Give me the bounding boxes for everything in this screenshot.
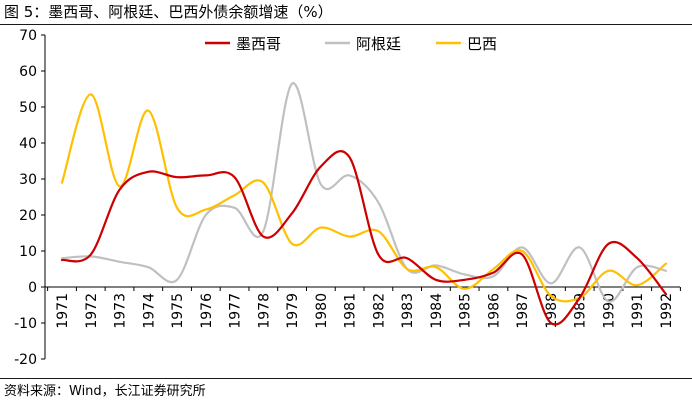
y-tick-label: -10 (14, 316, 37, 332)
legend-label-1: 阿根廷 (356, 35, 401, 53)
y-tick-label: 50 (19, 100, 37, 116)
y-tick-label: -20 (14, 352, 37, 368)
x-tick-label: 1985 (458, 293, 474, 329)
x-tick-label: 1980 (314, 293, 330, 329)
x-tick-label: 1975 (170, 293, 186, 329)
chart-axes: -20 -10 0 10 20 30 40 50 60 70 1971 1972 1973 1974 197… (14, 28, 681, 368)
y-tick-label: 40 (19, 136, 37, 152)
x-tick-label: 1979 (285, 293, 301, 329)
x-tick-label: 1974 (141, 293, 157, 329)
series-line-1 (60, 82, 668, 303)
x-tick-label: 1984 (429, 293, 445, 329)
y-tick-label: 70 (19, 28, 37, 44)
series-line-0 (60, 150, 668, 326)
x-tick-label: 1976 (199, 293, 215, 329)
x-tick-label: 1978 (256, 293, 272, 329)
x-tick-label: 1982 (371, 293, 387, 329)
y-tick-label: 20 (19, 208, 37, 224)
legend-label-0: 墨西哥 (236, 35, 281, 53)
x-tick-label: 1987 (515, 293, 531, 329)
y-tick-label: 10 (19, 244, 37, 260)
line-chart: -20 -10 0 10 20 30 40 50 60 70 1971 1972 1973 1974 197… (14, 28, 681, 368)
x-tick-label: 1991 (630, 293, 646, 329)
x-tick-label: 1977 (228, 293, 244, 329)
y-tick-label: 30 (19, 172, 37, 188)
series-layer (60, 82, 668, 326)
x-tick-label: 1973 (113, 293, 129, 329)
source-note: 资料来源：Wind，长江证券研究所 (4, 384, 206, 399)
x-tick-label: 1983 (400, 293, 416, 329)
title-divider (0, 24, 692, 25)
x-tick-label: 1992 (659, 293, 675, 329)
legend-label-2: 巴西 (467, 35, 497, 53)
y-tick-label: 60 (19, 64, 37, 80)
y-tick-label: 0 (28, 280, 37, 296)
x-tick-label: 1972 (84, 293, 100, 329)
series-line-2 (60, 93, 668, 303)
x-tick-label: 1971 (55, 293, 71, 329)
source-divider (0, 378, 692, 379)
chart-title: 图 5：墨西哥、阿根廷、巴西外债余额增速（%） (4, 3, 333, 21)
x-tick-label: 1981 (343, 293, 359, 329)
x-tick-label: 1986 (486, 293, 502, 329)
chart-legend: 墨西哥 阿根廷 巴西 (205, 35, 497, 53)
x-tick-label: 1990 (601, 293, 617, 329)
